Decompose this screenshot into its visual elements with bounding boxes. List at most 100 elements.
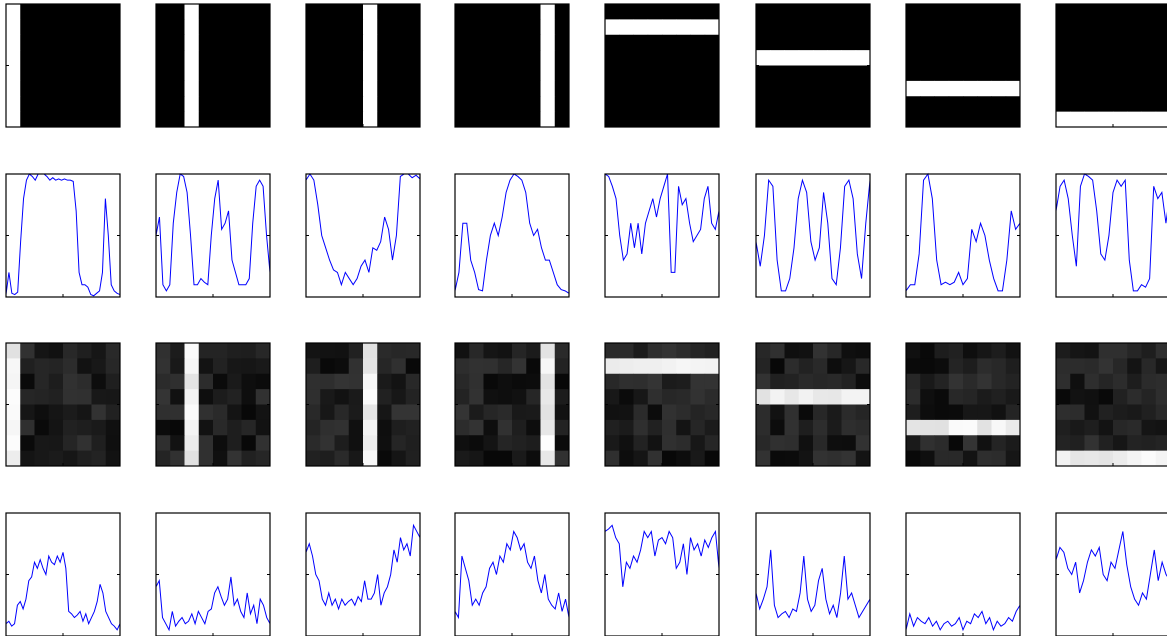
pixel-cell [512,66,527,82]
pixel-cell [106,420,121,436]
pixel-cell [1085,435,1100,451]
pixel-cell [512,405,527,421]
pixel-cell [634,358,649,374]
pixel-cell [756,4,771,20]
pixel-cell [1056,81,1071,97]
pixel-cell [842,420,857,436]
pixel-cell [619,435,634,451]
pixel-cell [106,35,121,51]
pixel-cell [306,374,321,390]
pixel-cell [469,35,484,51]
pixel-cell [842,35,857,51]
pixel-cell [49,4,64,20]
pixel-cell [526,81,541,97]
pixel-cell [1113,389,1128,405]
bar-panel-4 [605,4,719,127]
pixel-cell [406,435,421,451]
pixel-cell [662,96,677,112]
pixel-cell [49,374,64,390]
pixel-cell [35,451,50,467]
pixel-cell [320,343,335,359]
pixel-cell [856,451,871,467]
pixel-cell [691,343,706,359]
pixel-cell [484,358,499,374]
pixel-cell [756,19,771,35]
pixel-cell [827,405,842,421]
pixel-cell [20,405,35,421]
pixel-cell [1006,405,1021,421]
pixel-cell [619,343,634,359]
pixel-cell [555,81,570,97]
pixel-cell [92,343,107,359]
pixel-cell [92,4,107,20]
pixel-cell [1056,66,1071,82]
pixel-cell [1113,343,1128,359]
pixel-cell [813,19,828,35]
pixel-cell [335,50,350,66]
pixel-cell [6,358,21,374]
pixel-cell [920,389,935,405]
pixel-cell [676,405,691,421]
pixel-cell [541,358,556,374]
pixel-cell [770,389,785,405]
pixel-cell [705,81,720,97]
pixel-cell [770,4,785,20]
pixel-cell [541,19,556,35]
pixel-cell [6,389,21,405]
pixel-cell [756,112,771,128]
pixel-cell [1113,50,1128,66]
pixel-cell [498,112,513,128]
pixel-cell [526,35,541,51]
pixel-cell [92,81,107,97]
pixel-cell [935,4,950,20]
pixel-cell [555,374,570,390]
reconstructed-bar-panel-7 [1056,343,1167,466]
pixel-cell [20,19,35,35]
pixel-cell [363,112,378,128]
pixel-cell [199,358,214,374]
pixel-cell [662,35,677,51]
pixel-cell [1006,81,1021,97]
pixel-cell [705,112,720,128]
pixel-cell [455,112,470,128]
pixel-cell [949,374,964,390]
pixel-cell [1142,435,1157,451]
pixel-cell [170,405,185,421]
pixel-cell [526,4,541,20]
pixel-cell [920,96,935,112]
pixel-cell [1099,112,1114,128]
pixel-cell [935,374,950,390]
pixel-cell [827,451,842,467]
pixel-cell [92,35,107,51]
pixel-cell [406,358,421,374]
code-series-line [6,174,120,296]
pixel-cell [963,435,978,451]
pixel-cell [676,389,691,405]
pixel-cell [392,451,407,467]
code-background [156,174,270,297]
pixel-cell [1070,112,1085,128]
pixel-cell [256,405,271,421]
pixel-cell [484,112,499,128]
pixel-cell [455,35,470,51]
pixel-cell [648,50,663,66]
pixel-cell [691,35,706,51]
pixel-cell [469,420,484,436]
pixel-cell [392,19,407,35]
pixel-cell [949,4,964,20]
pixel-cell [363,420,378,436]
reconstructed-bar-panel-1 [156,343,270,466]
pixel-cell [227,35,242,51]
pixel-cell [156,389,171,405]
pixel-cell [35,4,50,20]
pixel-cell [785,405,800,421]
pixel-cell [555,96,570,112]
pixel-cell [106,358,121,374]
pixel-cell [498,343,513,359]
pixel-cell [6,96,21,112]
pixel-cell [363,435,378,451]
pixel-cell [35,66,50,82]
pixel-cell [992,81,1007,97]
pixel-cell [20,451,35,467]
pixel-cell [1070,358,1085,374]
